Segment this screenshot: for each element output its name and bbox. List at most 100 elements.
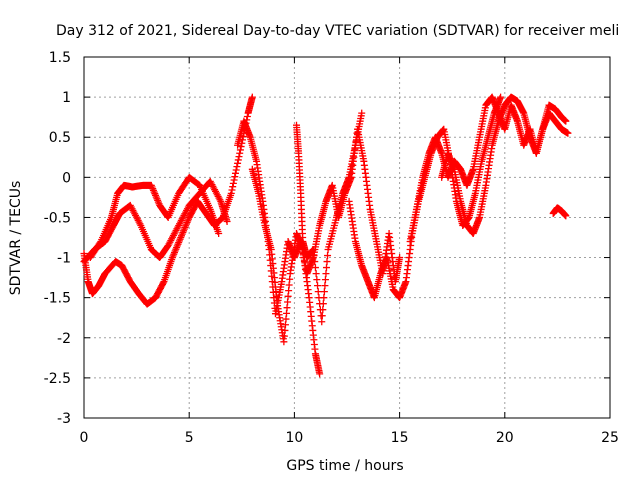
data-point <box>236 146 244 154</box>
data-point <box>324 252 332 260</box>
data-point <box>171 247 179 255</box>
data-point <box>318 312 326 320</box>
data-point <box>177 234 185 241</box>
data-point <box>231 169 239 177</box>
y-tick-label: -1.5 <box>44 291 71 307</box>
series-track-9 <box>438 93 570 237</box>
data-point <box>150 188 158 196</box>
data-point <box>564 129 572 137</box>
data-point <box>154 198 162 206</box>
data-point <box>316 370 324 378</box>
x-axis-label: GPS time / hours <box>286 458 403 474</box>
data-marks <box>80 93 572 378</box>
data-point <box>170 250 178 258</box>
x-tick-label: 25 <box>601 430 619 446</box>
data-point <box>181 223 189 231</box>
data-point <box>233 163 241 171</box>
ticks <box>83 56 611 419</box>
series-track-3 <box>86 173 223 262</box>
data-point <box>173 244 181 252</box>
data-point <box>184 215 192 223</box>
y-tick-label: 0 <box>62 170 71 186</box>
data-point <box>174 240 182 248</box>
y-axis-label: SDTVAR / TECUs <box>8 181 24 296</box>
data-point <box>322 270 330 278</box>
data-point <box>234 159 242 167</box>
data-point <box>314 282 322 290</box>
y-tick-label: -2 <box>57 331 71 347</box>
data-point <box>179 228 187 236</box>
series-track-10 <box>549 204 570 220</box>
data-point <box>147 181 155 189</box>
data-point <box>175 237 183 245</box>
data-point <box>243 112 251 120</box>
data-point <box>310 252 318 260</box>
data-point <box>248 93 256 101</box>
y-tick-label: -2.5 <box>44 371 71 387</box>
data-point <box>312 270 320 278</box>
data-point <box>182 220 190 228</box>
data-point <box>313 276 321 284</box>
data-point <box>152 193 160 201</box>
data-point <box>170 249 178 257</box>
data-point <box>319 300 327 308</box>
data-point <box>236 149 244 157</box>
data-point <box>497 93 505 101</box>
y-tick-label: -3 <box>57 411 71 427</box>
data-point <box>180 225 188 233</box>
data-point <box>311 258 319 266</box>
data-point <box>320 288 328 296</box>
data-point <box>314 288 322 296</box>
data-point <box>228 186 236 194</box>
data-point <box>396 254 404 262</box>
data-point <box>229 183 237 191</box>
x-tick-label: 15 <box>391 430 409 446</box>
tick-labels: 0 5 10 15 20 25 -3 -2.5 -2 -1.5 -1 -0.5 0 0.5 1 1.5 <box>44 50 619 446</box>
data-point <box>154 196 162 204</box>
data-point <box>232 166 240 174</box>
x-tick-label: 5 <box>185 430 194 446</box>
data-point <box>169 252 177 260</box>
data-point <box>151 190 159 198</box>
data-point <box>152 191 160 199</box>
data-point <box>320 294 328 302</box>
data-point <box>311 264 319 272</box>
chart-title: Day 312 of 2021, Sidereal Day-to-day VTE… <box>56 23 619 39</box>
data-point <box>562 117 570 125</box>
data-point <box>149 185 157 193</box>
data-point <box>215 229 223 237</box>
data-point <box>178 230 186 238</box>
data-point <box>234 156 242 164</box>
data-point <box>562 212 570 220</box>
data-point <box>153 195 161 203</box>
y-tick-label: 0.5 <box>49 130 71 146</box>
data-point <box>175 239 183 247</box>
data-point <box>319 306 327 314</box>
data-point <box>235 153 243 161</box>
data-point <box>177 232 185 240</box>
plot-frame <box>83 56 611 419</box>
x-tick-label: 20 <box>496 430 514 446</box>
series-track-6 <box>293 109 366 326</box>
data-point <box>173 242 181 250</box>
x-tick-label: 10 <box>285 430 303 446</box>
data-point <box>136 220 144 228</box>
data-point <box>182 222 190 230</box>
data-point <box>216 196 224 204</box>
data-point <box>223 217 231 225</box>
series-track-1 <box>80 93 256 308</box>
data-point <box>168 254 176 262</box>
data-point <box>183 218 191 226</box>
data-point <box>149 186 157 194</box>
data-point <box>318 318 326 326</box>
y-tick-label: -0.5 <box>44 210 71 226</box>
data-point <box>321 276 329 284</box>
data-point <box>172 245 180 253</box>
data-point <box>309 246 317 254</box>
data-point <box>230 176 238 184</box>
data-point <box>180 227 188 235</box>
y-tick-label: -1 <box>57 251 71 267</box>
grid <box>84 57 610 418</box>
data-point <box>227 189 235 197</box>
